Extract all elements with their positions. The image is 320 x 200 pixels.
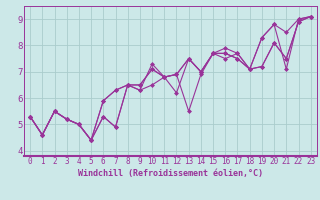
X-axis label: Windchill (Refroidissement éolien,°C): Windchill (Refroidissement éolien,°C) <box>78 169 263 178</box>
